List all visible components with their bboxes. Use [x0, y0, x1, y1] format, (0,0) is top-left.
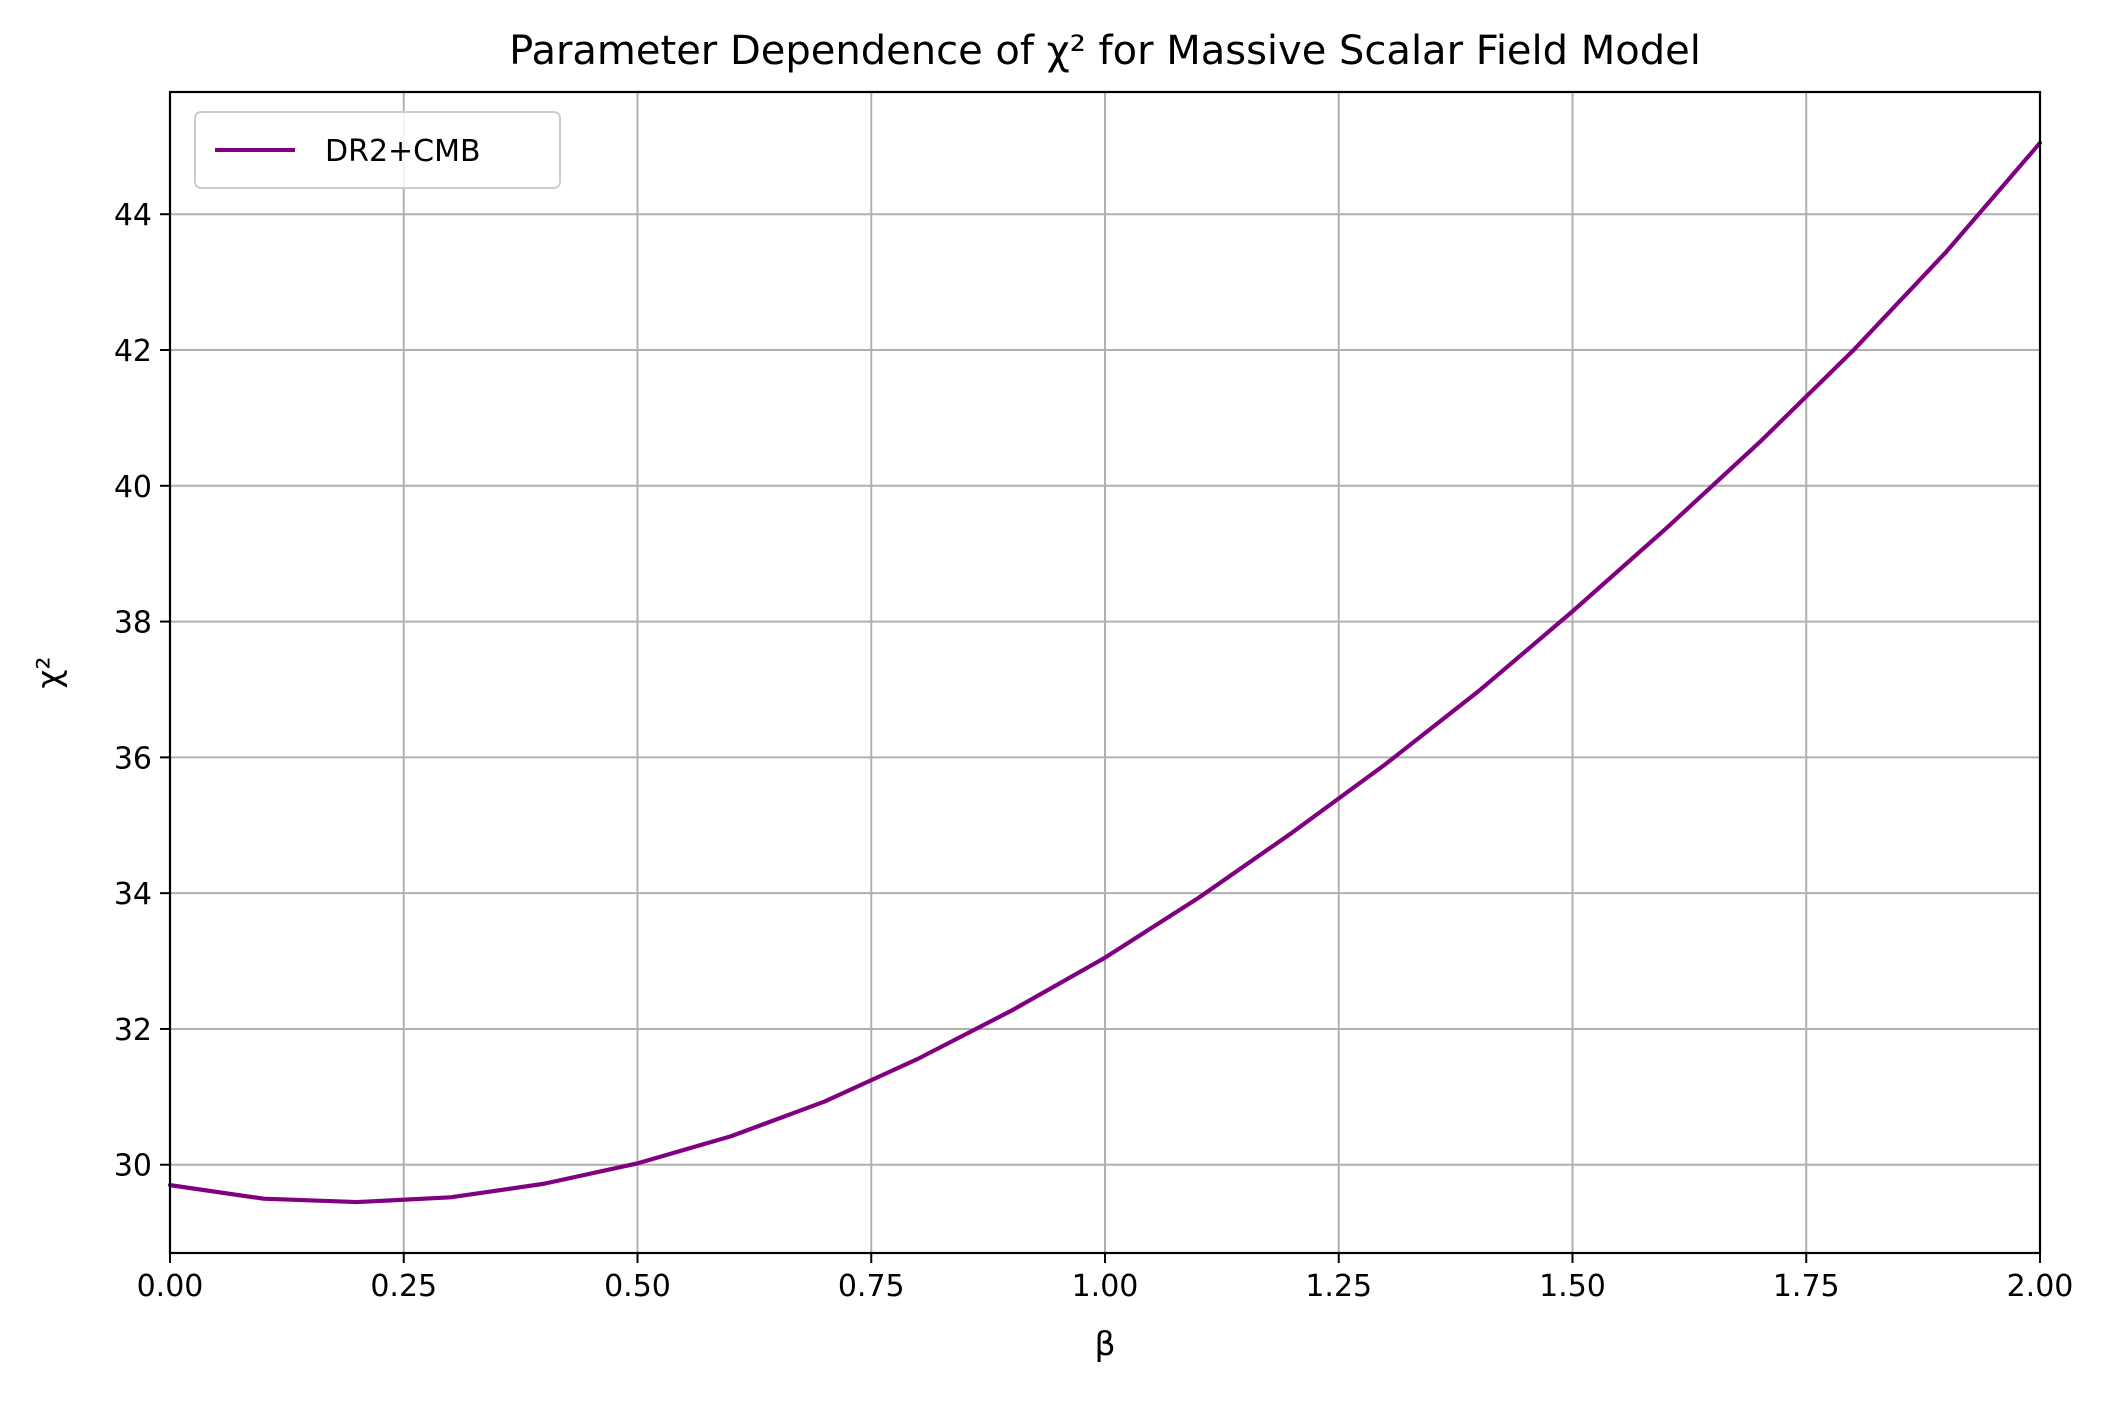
legend-label: DR2+CMB: [325, 134, 481, 169]
x-tick-label: 2.00: [2007, 1269, 2074, 1304]
x-tick-label: 0.50: [604, 1269, 671, 1304]
x-tick-label: 0.00: [137, 1269, 204, 1304]
y-tick-label: 36: [114, 741, 152, 776]
x-tick-label: 0.25: [370, 1269, 437, 1304]
legend: DR2+CMB: [194, 111, 561, 189]
y-tick-label: 40: [114, 470, 152, 505]
y-tick-label: 30: [114, 1149, 152, 1184]
y-tick-label: 44: [114, 198, 152, 233]
y-tick-label: 38: [114, 606, 152, 641]
x-axis-label: β: [1094, 1324, 1115, 1363]
x-tick-label: 0.75: [838, 1269, 905, 1304]
series-line-dr2-cmb: [167, 140, 2043, 1205]
chart-title: Parameter Dependence of χ² for Massive S…: [509, 28, 1701, 74]
grid-lines: [169, 92, 2041, 1253]
y-tick-label: 32: [114, 1013, 152, 1048]
y-axis-label: χ²: [29, 656, 68, 688]
series-layer: [167, 140, 2043, 1205]
y-tick-label: 42: [114, 334, 152, 369]
x-tick-label: 1.75: [1773, 1269, 1840, 1304]
y-tick-label: 34: [114, 877, 152, 912]
x-tick-label: 1.25: [1305, 1269, 1372, 1304]
x-tick-label: 1.50: [1539, 1269, 1606, 1304]
x-tick-label: 1.00: [1072, 1269, 1139, 1304]
ticks: 0.00 0.25 0.50 0.75 1.00 1.25 1.50 1.75 2.00 30 32…: [114, 198, 2074, 1304]
legend-box: [194, 111, 561, 189]
